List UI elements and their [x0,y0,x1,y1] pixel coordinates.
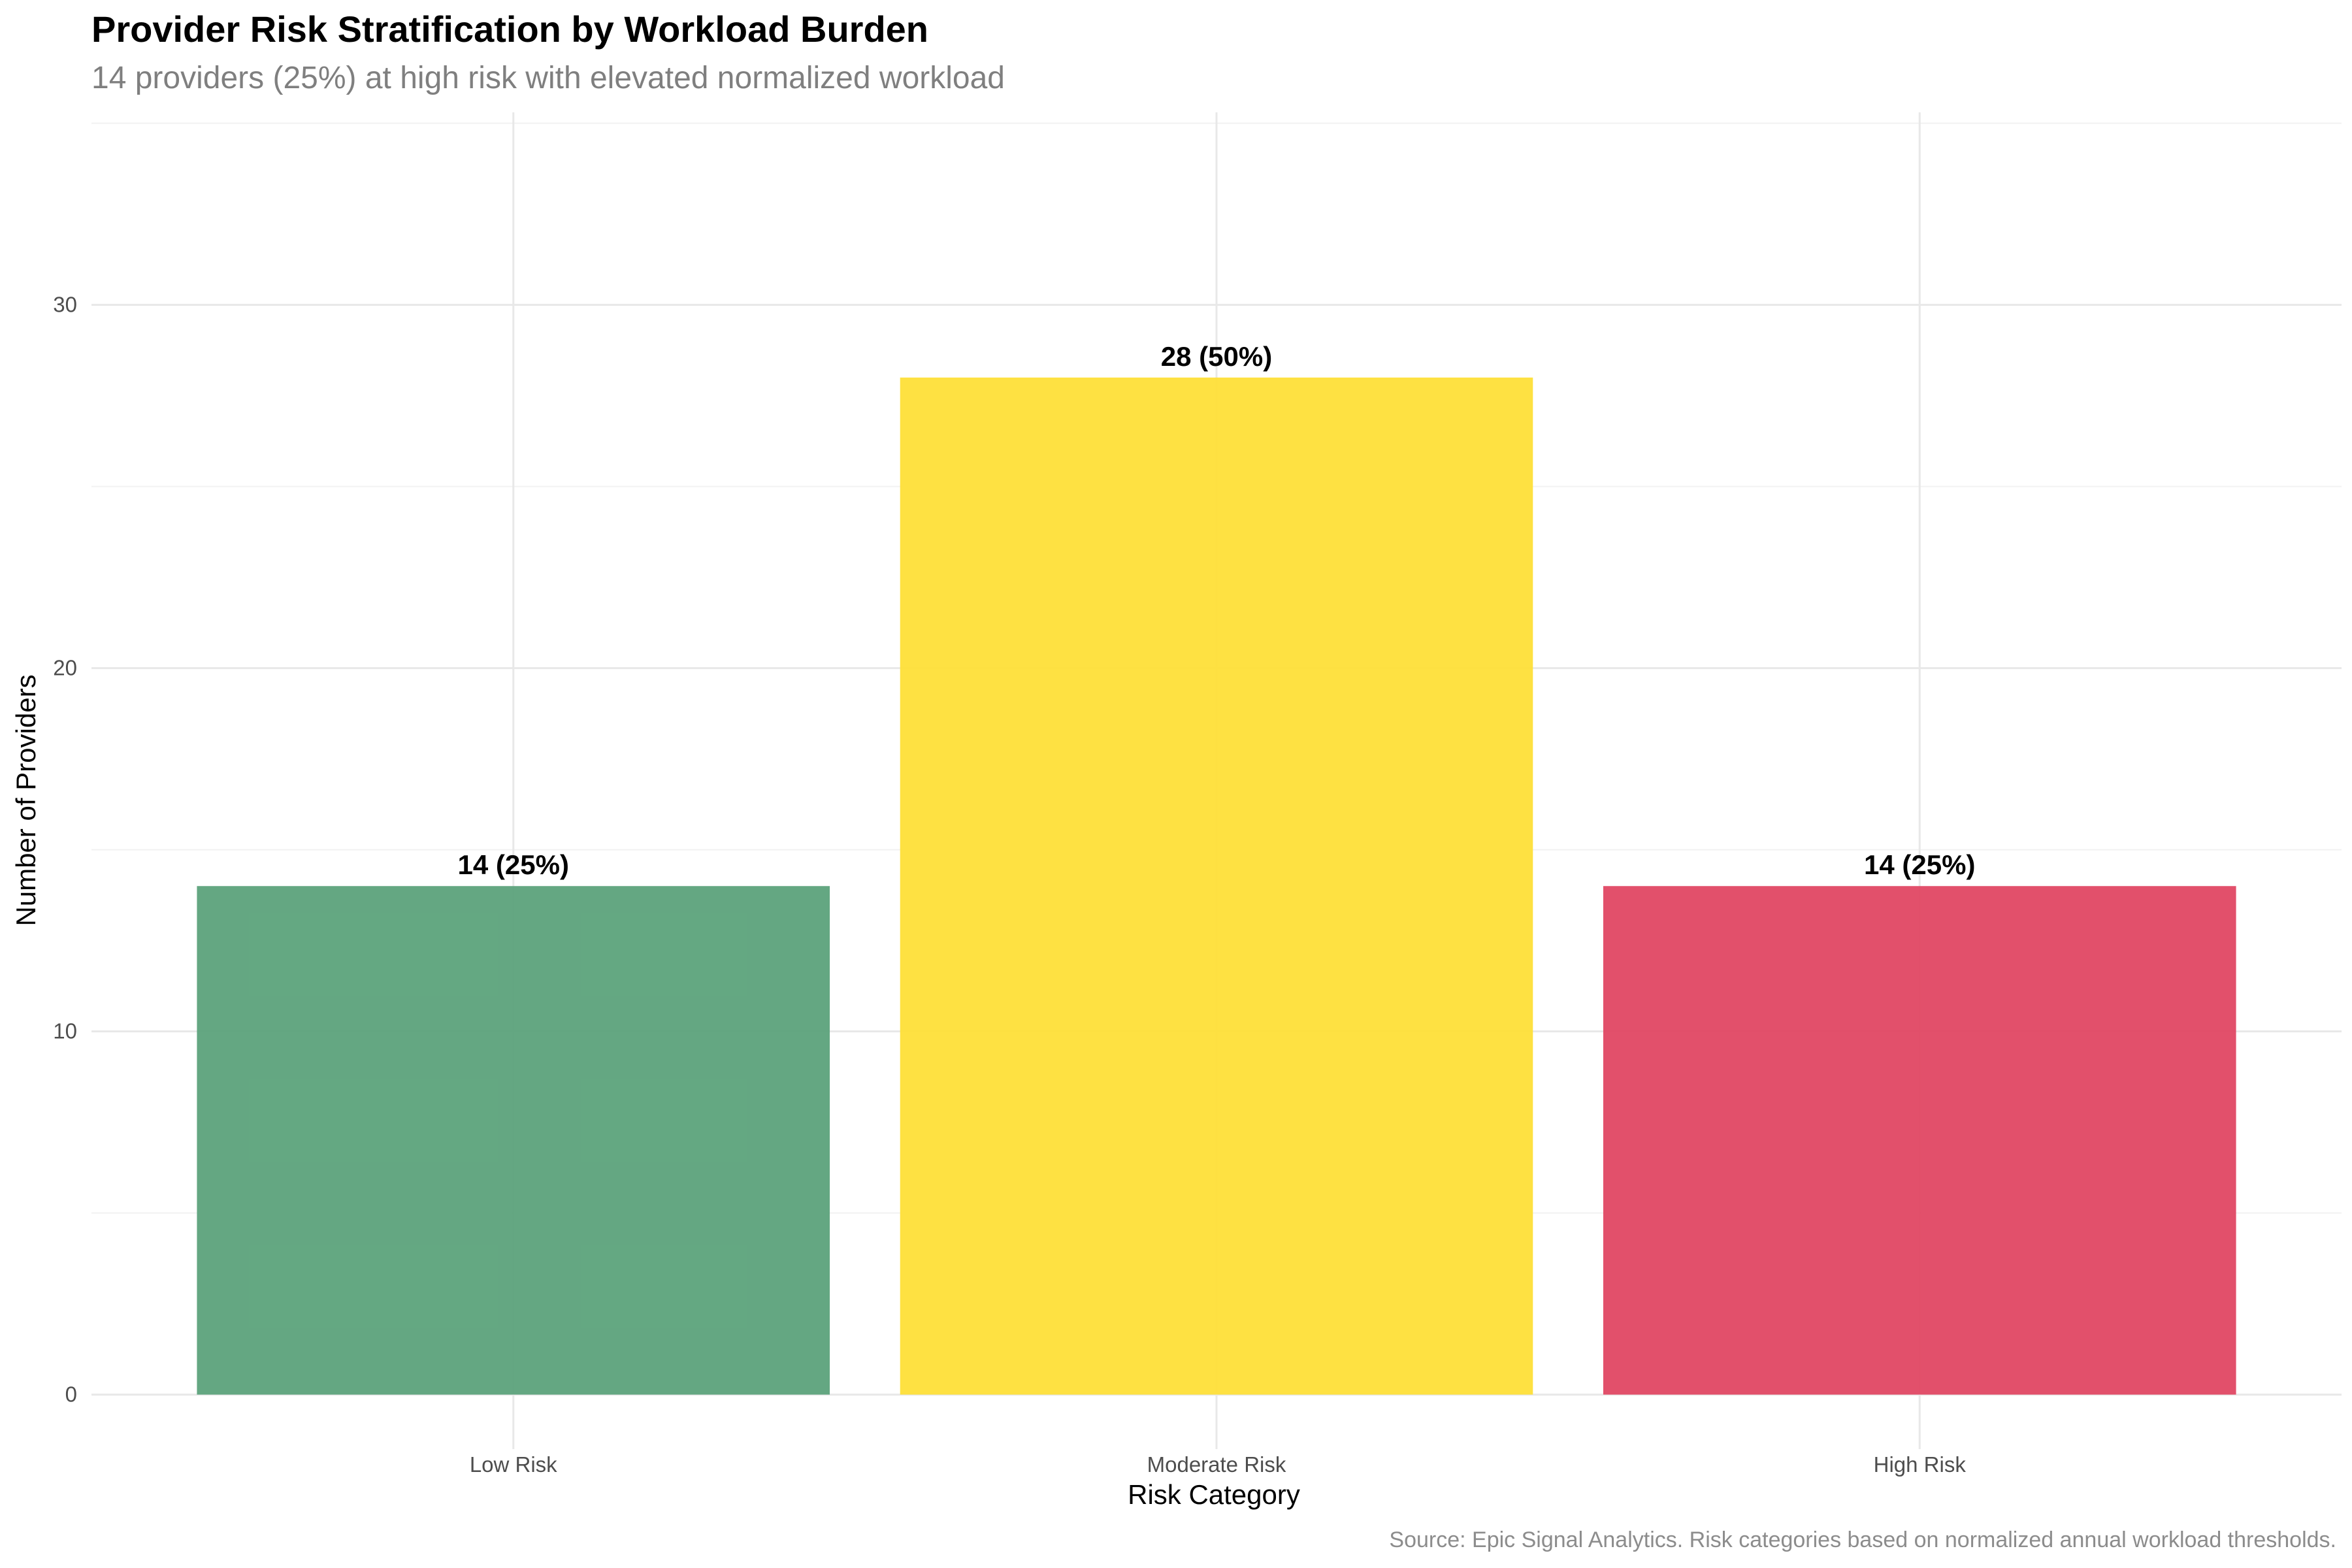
bar-labels: 14 (25%) 28 (50%) 14 (25%) [458,341,1976,880]
y-tick-label: 0 [65,1382,77,1407]
bar-data-label: 14 (25%) [1864,849,1975,880]
x-tick-label: Moderate Risk [1147,1452,1286,1477]
bar-data-label: 14 (25%) [458,849,569,880]
x-axis-label: Risk Category [1128,1479,1300,1510]
x-axis-ticks: Low Risk Moderate Risk High Risk [470,1452,1967,1477]
x-tick-label: High Risk [1874,1452,1967,1477]
chart-caption: Source: Epic Signal Analytics. Risk cate… [1389,1527,2336,1552]
chart-subtitle: 14 providers (25%) at high risk with ele… [91,61,1005,95]
y-tick-label: 10 [53,1019,77,1043]
bar-high-risk [1603,886,2236,1395]
y-tick-label: 30 [53,293,77,317]
y-axis-ticks: 0 10 20 30 [53,293,77,1407]
bars [197,377,2236,1395]
bar-moderate-risk [900,377,1533,1395]
bar-low-risk [197,886,830,1395]
chart-title: Provider Risk Stratification by Workload… [91,8,928,50]
y-axis-label: Number of Providers [10,674,41,926]
bar-data-label: 28 (50%) [1161,341,1272,372]
y-tick-label: 20 [53,656,77,680]
x-tick-label: Low Risk [470,1452,557,1477]
